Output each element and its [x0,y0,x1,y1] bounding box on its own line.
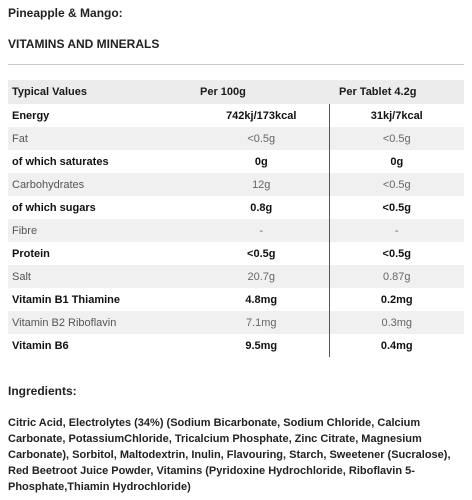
value-per-100g: 4.8mg [194,288,330,311]
header-per-tablet: Per Tablet 4.2g [329,80,464,104]
table-row: Energy 742kj/173kcal 31kj/7kcal [8,104,464,127]
flavour-heading: Pineapple & Mango: [8,6,123,20]
nutrient-name: Vitamin B2 Riboflavin [8,311,194,334]
ingredients-text: Citric Acid, Electrolytes (34%) (Sodium … [8,417,451,493]
value-per-100g: 742kj/173kcal [194,104,330,127]
table-row: Fibre - - [8,219,464,242]
section-divider [8,64,464,65]
header-per-100g: Per 100g [194,80,329,104]
nutrient-name: Fibre [8,219,194,242]
nutrient-name: Vitamin B1 Thiamine [12,293,120,306]
value-per-100g: 7.1mg [194,311,330,334]
value-per-tablet: <0.5g [382,247,411,260]
ingredients-heading: Ingredients: [8,384,77,398]
value-per-100g: <0.5g [194,127,330,150]
table-row: of which sugars 0.8g <0.5g [8,196,464,219]
table-row: of which saturates 0g 0g [8,150,464,173]
table-row: Salt 20.7g 0.87g [8,265,464,288]
value-per-100g: 0g [194,150,330,173]
value-per-tablet: 0.2mg [380,293,413,306]
value-per-100g: 12g [194,173,330,196]
value-per-tablet: 0.4mg [380,339,413,352]
vitamins-minerals-heading: VITAMINS AND MINERALS [8,37,160,51]
table-row: Vitamin B2 Riboflavin 7.1mg 0.3mg [8,311,464,334]
value-per-100g: <0.5g [194,242,330,265]
value-per-tablet: 0.87g [329,265,464,288]
header-typical-values: Typical Values [8,80,194,104]
nutrient-name: Carbohydrates [8,173,194,196]
value-per-tablet: - [329,219,464,242]
value-per-100g: - [194,219,330,242]
table-row: Carbohydrates 12g <0.5g [8,173,464,196]
nutrient-name: Vitamin B6 [12,339,69,352]
table-row: Vitamin B6 9.5mg 0.4mg [8,334,464,357]
nutrient-name: Energy [12,109,50,122]
value-per-tablet: <0.5g [382,201,411,214]
table-row: Vitamin B1 Thiamine 4.8mg 0.2mg [8,288,464,311]
value-per-tablet: 0g [390,155,404,168]
nutrient-name: Fat [8,127,194,150]
nutrient-name: Protein [12,247,50,260]
value-per-100g: 20.7g [194,265,330,288]
value-per-tablet: <0.5g [329,127,464,150]
nutrient-name: of which saturates [12,155,109,168]
value-per-100g: 9.5mg [194,334,330,357]
value-per-tablet: 0.3mg [329,311,464,334]
nutrition-table: Typical Values Per 100g Per Tablet 4.2g … [8,80,464,357]
nutrition-table-header: Typical Values Per 100g Per Tablet 4.2g [8,80,464,104]
nutrition-table-body: Energy 742kj/173kcal 31kj/7kcal Fat <0.5g <0.… [8,104,464,357]
value-per-tablet: <0.5g [329,173,464,196]
value-per-100g: 0.8g [194,196,330,219]
value-per-tablet: 31kj/7kcal [370,109,423,122]
nutrient-name: Salt [8,265,194,288]
table-row: Protein <0.5g <0.5g [8,242,464,265]
table-row: Fat <0.5g <0.5g [8,127,464,150]
nutrient-name: of which sugars [12,201,96,214]
